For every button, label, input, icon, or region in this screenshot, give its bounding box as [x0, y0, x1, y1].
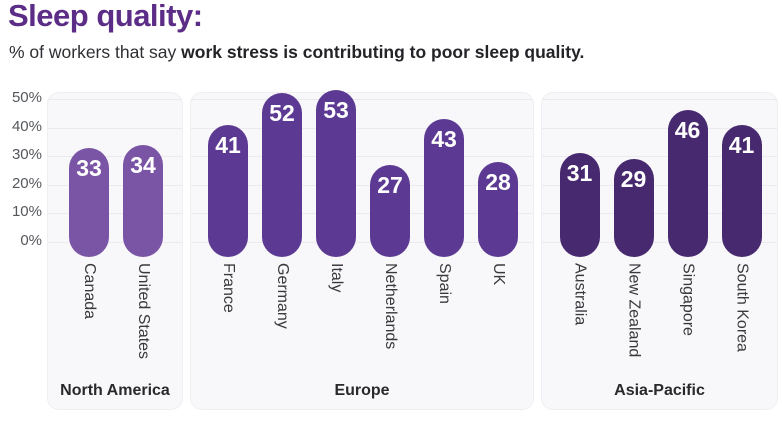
gridline-20: [191, 184, 533, 186]
bar-value-united-states: 34: [130, 151, 156, 178]
x-axis-label-uk: UK: [490, 263, 507, 286]
y-axis-tick-20-: 20%: [11, 174, 42, 192]
bar-value-new-zealand: 29: [620, 166, 647, 193]
x-axis-label-united-states: United States: [135, 263, 152, 360]
bar-italy: 53: [316, 90, 356, 257]
bar-netherlands: 27: [370, 164, 410, 257]
x-axis-label-singapore: Singapore: [679, 263, 697, 336]
chart-title: Sleep quality:: [8, 0, 203, 33]
bar-singapore: 46: [667, 110, 708, 257]
gridline-40: [48, 127, 182, 129]
x-axis-label-canada: Canada: [81, 263, 98, 320]
bar-value-uk: 28: [485, 168, 511, 195]
x-axis-label-france: France: [220, 263, 237, 313]
chart-subtitle: % of workers that say work stress is con…: [9, 42, 584, 63]
y-axis-tick-50-: 50%: [11, 89, 42, 106]
bar-new-zealand: 29: [613, 159, 654, 257]
region-panel-north-america: 33 Canada 34 United States North America: [47, 92, 183, 410]
bar-value-spain: 43: [431, 126, 457, 153]
y-axis-tick-0-: 0%: [20, 232, 42, 249]
bar-spain: 43: [424, 119, 464, 257]
y-axis-tick-10-: 10%: [11, 203, 42, 221]
gridline-50: [542, 99, 777, 100]
bar-value-canada: 33: [76, 154, 102, 181]
bar-australia: 31: [559, 153, 600, 257]
y-axis-tick-30-: 30%: [11, 146, 42, 164]
x-axis-label-new-zealand: New Zealand: [625, 263, 643, 358]
bar-uk: 28: [478, 161, 518, 257]
x-axis-label-south-korea: South Korea: [733, 263, 751, 352]
bar-france: 41: [208, 124, 248, 257]
bar-value-italy: 53: [323, 97, 349, 124]
gridline-40: [542, 127, 777, 129]
gridline-40: [191, 127, 533, 129]
gridline-10: [48, 213, 182, 215]
region-label-north-america: North America: [60, 382, 170, 399]
x-axis-label-spain: Spain: [436, 263, 453, 304]
region-panel-asia-pacific: 31 Australia 29 New Zealand 46 Singapore 41 Sou…: [541, 92, 778, 410]
gridline-30: [542, 156, 777, 158]
gridline-10: [542, 213, 777, 215]
gridline-0: [542, 242, 777, 243]
gridline-20: [48, 184, 182, 186]
subtitle-regular-text: % of workers that say: [9, 42, 182, 62]
gridline-20: [542, 184, 777, 186]
region-panel-europe: 41 France 52 Germany 53 Italy 27 Netherlands 43 S…: [190, 90, 534, 410]
gridline-30: [191, 156, 533, 158]
gridline-50: [191, 99, 533, 100]
bar-value-france: 41: [215, 131, 241, 158]
y-axis-tick-40-: 40%: [11, 117, 42, 135]
bar-value-south-korea: 41: [728, 131, 755, 158]
bar-south-korea: 41: [721, 124, 762, 257]
bar-germany: 52: [262, 93, 302, 257]
x-axis-label-germany: Germany: [274, 263, 291, 329]
gridline-0: [191, 242, 533, 243]
bar-value-germany: 52: [269, 100, 295, 127]
x-axis-label-italy: Italy: [328, 263, 345, 293]
bar-value-netherlands: 27: [377, 171, 403, 198]
bar-canada: 33: [69, 147, 109, 257]
x-axis-label-australia: Australia: [571, 263, 589, 326]
x-axis-label-netherlands: Netherlands: [382, 263, 399, 350]
bar-value-australia: 31: [566, 160, 593, 187]
bar-value-singapore: 46: [674, 117, 701, 144]
gridline-0: [48, 242, 182, 243]
subtitle-bold-text: work stress is contributing to poor slee…: [181, 42, 585, 62]
gridline-10: [191, 213, 533, 215]
gridline-30: [48, 156, 182, 158]
region-label-asia-pacific: Asia-Pacific: [614, 382, 705, 399]
region-label-europe: Europe: [334, 382, 390, 399]
gridline-50: [48, 99, 182, 100]
y-axis: 0% 10% 20% 30% 40% 50%: [0, 0, 42, 424]
bar-united-states: 34: [123, 144, 163, 257]
